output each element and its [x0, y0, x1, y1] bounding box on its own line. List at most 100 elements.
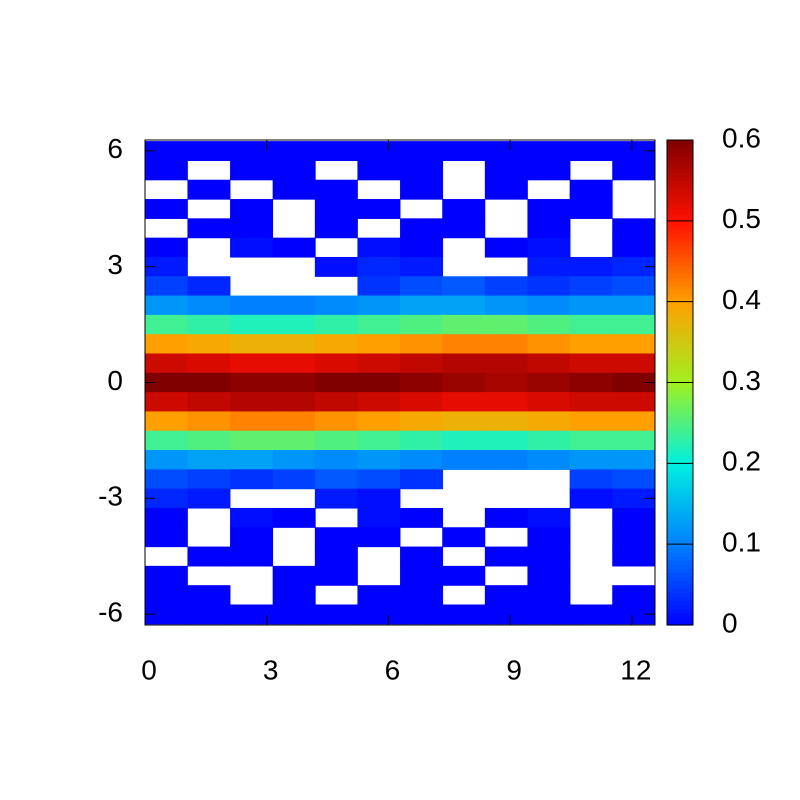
heatmap-cell [314, 314, 358, 335]
heatmap-cell [527, 141, 571, 162]
heatmap-cell [527, 585, 571, 606]
heatmap-cell [230, 141, 274, 162]
colorbar-segment [667, 196, 693, 202]
colorbar-segment [667, 249, 693, 254]
heatmap-cell [187, 334, 231, 355]
colorbar-segment [667, 168, 693, 173]
colorbar-segment [667, 447, 693, 452]
colorbar-segment [667, 580, 693, 586]
heatmap-cell [612, 430, 656, 451]
x-tick-label: 6 [385, 654, 401, 685]
colorbar-segment [667, 560, 693, 565]
colorbar-segment [667, 253, 693, 258]
heatmap-cell [527, 334, 571, 355]
heatmap-cell [145, 372, 188, 393]
colorbar-segment [667, 192, 693, 198]
colorbar-segment [667, 475, 693, 481]
colorbar-segment [667, 451, 693, 456]
x-tick-label: 0 [141, 654, 157, 685]
colorbar-segment [667, 491, 693, 497]
heatmap-cell [612, 353, 656, 374]
heatmap-cell [145, 353, 188, 374]
heatmap-cell [314, 179, 358, 200]
heatmap-cell [442, 334, 486, 355]
heatmap-cell [357, 199, 401, 219]
x-tick-label: 9 [506, 654, 522, 685]
colorbar-segment [667, 402, 693, 408]
colorbar-segment [667, 309, 693, 315]
heatmap-cell [484, 334, 528, 355]
colorbar-segment [667, 487, 693, 493]
colorbar-segment [667, 232, 693, 238]
heatmap-cell [527, 295, 571, 316]
colorbar-segment [667, 568, 693, 574]
heatmap-cell [484, 430, 528, 451]
heatmap-cell [272, 392, 316, 413]
heatmap-cell [187, 585, 231, 606]
heatmap-cell [357, 411, 401, 432]
heatmap-cell [527, 199, 571, 219]
colorbar-tick-label: 0.6 [722, 122, 761, 153]
colorbar-segment [667, 188, 693, 194]
heatmap-cell [230, 546, 274, 567]
y-tick-label: 3 [107, 249, 123, 280]
colorbar-segment [667, 261, 693, 266]
heatmap-cell [230, 527, 274, 548]
heatmap-cell [357, 276, 401, 297]
heatmap-cell [272, 372, 316, 393]
heatmap-cell [187, 141, 231, 162]
colorbar-segment [667, 354, 693, 359]
colorbar-segment [667, 285, 693, 291]
colorbar-segment [667, 507, 693, 513]
colorbar-segment [667, 382, 693, 388]
y-tick-label: 6 [107, 133, 123, 164]
heatmap-cell [612, 585, 656, 606]
heatmap-cell [230, 507, 274, 528]
colorbar-segment [667, 313, 693, 319]
colorbar-segment [667, 455, 693, 460]
heatmap-cell [484, 237, 528, 258]
colorbar-segment [667, 612, 693, 618]
colorbar-segment [667, 212, 693, 218]
heatmap-cell [442, 565, 486, 586]
heatmap-cell [187, 430, 231, 451]
heatmap-cell [484, 392, 528, 413]
heatmap-cell [400, 450, 444, 470]
heatmap-cell [612, 604, 656, 625]
colorbar-segment [667, 596, 693, 602]
heatmap-cell [569, 411, 613, 432]
colorbar-segment [667, 172, 693, 177]
heatmap-cell [484, 276, 528, 297]
heatmap-cell [612, 295, 656, 316]
colorbar-segment [667, 350, 693, 355]
y-tick-label: 0 [107, 365, 123, 396]
heatmap-cell [569, 314, 613, 335]
colorbar-segment [667, 540, 693, 545]
heatmap-cell [612, 450, 656, 470]
heatmap-cell [527, 256, 571, 277]
heatmap-cell [484, 160, 528, 181]
colorbar-segment [667, 228, 693, 234]
heatmap-cell [527, 276, 571, 297]
heatmap-cell [230, 392, 274, 413]
heatmap-cell [314, 546, 358, 567]
heatmap-cell [145, 256, 188, 277]
heatmap-cell [569, 604, 613, 625]
colorbar-segment [667, 164, 693, 169]
heatmap-cell [569, 179, 613, 200]
x-tick-label: 3 [263, 654, 279, 685]
heatmap-cell [314, 256, 358, 277]
heatmap-cell [230, 372, 274, 393]
colorbar-segment [667, 386, 693, 392]
heatmap-cell [442, 218, 486, 239]
colorbar-segment [667, 245, 693, 250]
colorbar-segment [667, 483, 693, 489]
heatmap-cell [400, 507, 444, 528]
heatmap-cell [314, 334, 358, 355]
heatmap-cell [230, 604, 274, 625]
heatmap-cell [400, 160, 444, 181]
heatmap-cell [272, 411, 316, 432]
heatmap-cell [442, 276, 486, 297]
heatmap-cell [145, 488, 188, 509]
colorbar-segment [667, 584, 693, 590]
